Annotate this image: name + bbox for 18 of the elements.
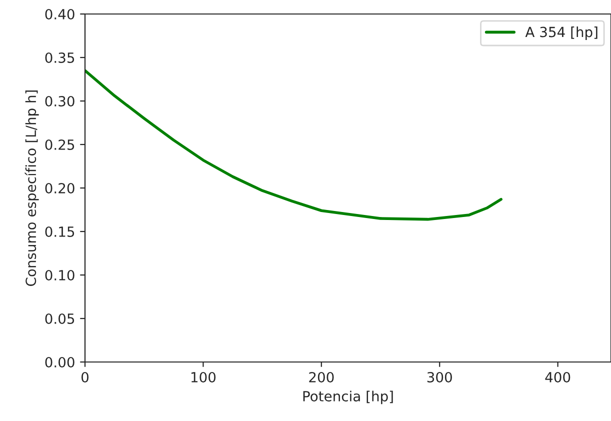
- x-axis-title: Potencia [hp]: [303, 390, 393, 404]
- x-tick-label: 400: [545, 372, 570, 382]
- y-tick-label: 0.00: [45, 356, 74, 368]
- x-tick-label: 300: [427, 372, 452, 382]
- y-tick-label: 0.35: [45, 52, 74, 63]
- y-tick-label: 0.30: [45, 96, 74, 106]
- y-tick-label: 0.15: [45, 226, 74, 237]
- y-axis-title: Consumo específico [L/hp h]: [24, 90, 39, 286]
- y-tick-label: 0.20: [45, 182, 74, 194]
- x-tick-label: 0: [81, 372, 88, 382]
- y-tick-label: 0.05: [45, 313, 74, 324]
- y-tick-label: 0.25: [45, 139, 74, 150]
- x-tick-label: 200: [309, 372, 334, 382]
- x-tick-label: 100: [191, 372, 216, 382]
- line-series: [85, 69, 502, 221]
- y-tick-label: 0.10: [45, 270, 74, 280]
- legend-label: A 354 [hp]: [525, 26, 598, 40]
- y-tick-label: 0.40: [45, 8, 74, 20]
